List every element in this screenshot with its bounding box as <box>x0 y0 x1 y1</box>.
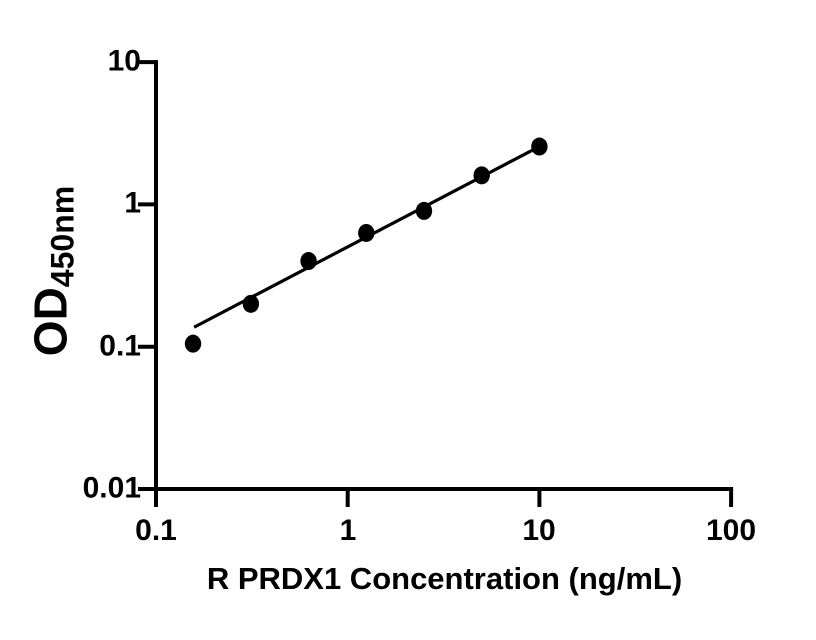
data-point <box>184 334 202 353</box>
x-axis-title: R PRDX1 Concentration (ng/mL) <box>206 561 683 596</box>
data-point <box>300 252 317 271</box>
x-tick-label-100: 100 <box>705 514 757 547</box>
x-tick-label-10: 10 <box>522 514 556 547</box>
data-point <box>358 223 375 242</box>
data-point <box>242 294 260 313</box>
y-axis-title: OD450nm <box>24 185 81 357</box>
y-axis-title-subscript: 450nm <box>44 185 81 288</box>
y-tick-label-10: 10 <box>107 44 141 78</box>
plot-axes <box>138 60 734 507</box>
y-axis-title-main: OD <box>24 287 77 357</box>
y-tick-label-0.1: 0.1 <box>99 329 141 363</box>
plot-series <box>184 137 548 353</box>
y-tick-label-0.01: 0.01 <box>82 471 141 505</box>
x-tick-label-1: 1 <box>339 514 357 547</box>
data-point <box>531 137 548 156</box>
y-tick-label-1: 1 <box>124 186 141 220</box>
data-point <box>415 201 433 220</box>
x-tick-label-0.1: 0.1 <box>135 514 177 547</box>
data-point <box>473 166 490 185</box>
